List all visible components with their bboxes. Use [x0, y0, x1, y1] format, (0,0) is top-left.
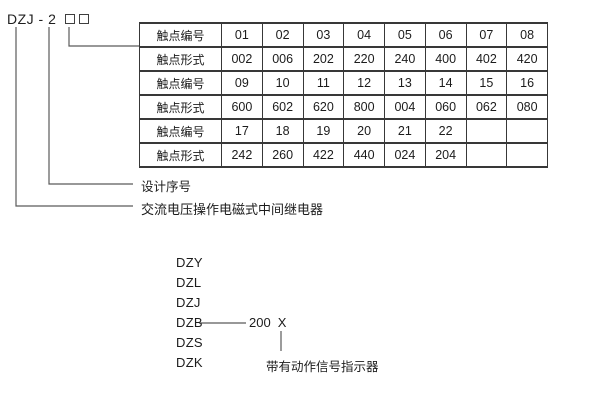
table-cell: 060 [424, 94, 467, 120]
table-cell: 202 [302, 46, 345, 72]
model-placeholder-box [65, 14, 76, 24]
table-cell: 05 [384, 22, 426, 48]
table-row: 触点形式 600 602 620 800 004 060 062 080 [139, 94, 548, 120]
table-row: 触点编号 09 10 11 12 13 14 15 16 [139, 70, 548, 96]
row-header-cell: 触点编号 [139, 70, 222, 96]
design-serial-label: 设计序号 [141, 180, 192, 194]
table-cell: 20 [343, 118, 385, 144]
model-placeholder-box [79, 14, 90, 24]
table-cell: 800 [343, 94, 385, 120]
series-legend-item: DZY [176, 255, 203, 270]
table-cell [465, 142, 508, 168]
row-header-cell: 触点编号 [139, 118, 222, 144]
table-cell: 004 [384, 94, 426, 120]
dzb-code: 200 [249, 315, 271, 330]
table-cell: 024 [384, 142, 426, 168]
table-cell: 15 [465, 70, 508, 96]
table-row: 触点形式 242 260 422 440 024 204 [139, 142, 548, 168]
table-cell [465, 118, 508, 144]
table-cell: 07 [465, 22, 508, 48]
table-cell: 602 [261, 94, 304, 120]
series-legend-item: DZB [176, 315, 203, 330]
table-cell: 260 [261, 142, 304, 168]
table-cell: 242 [221, 142, 263, 168]
table-cell: 19 [302, 118, 345, 144]
row-header-cell: 触点形式 [139, 46, 222, 72]
model-placeholder-boxes [61, 14, 90, 24]
dzb-suffix: X [277, 315, 287, 330]
contact-spec-table: 触点编号 01 02 03 04 05 06 07 08 触点形式 002 006 202 220 240 4… [139, 22, 548, 168]
series-legend-item: DZJ [176, 295, 201, 310]
relay-type-label: 交流电压操作电磁式中间继电器 [141, 202, 324, 217]
table-row: 触点形式 002 006 202 220 240 400 402 420 [139, 46, 548, 72]
table-cell: 440 [343, 142, 385, 168]
table-cell: 10 [261, 70, 304, 96]
table-cell: 400 [424, 46, 467, 72]
table-cell: 18 [261, 118, 304, 144]
table-cell: 11 [302, 70, 345, 96]
table-cell [506, 142, 548, 168]
series-legend-list: DZY DZL DZJ DZB DZS DZK [176, 253, 203, 373]
table-cell: 04 [343, 22, 385, 48]
table-cell: 402 [465, 46, 508, 72]
table-cell: 220 [343, 46, 385, 72]
table-cell: 080 [506, 94, 548, 120]
series-legend-item: DZK [176, 355, 203, 370]
contact-code-connector-line [68, 27, 139, 47]
table-cell: 17 [221, 118, 263, 144]
table-cell: 204 [424, 142, 467, 168]
table-cell: 240 [384, 46, 426, 72]
row-header-cell: 触点形式 [139, 94, 222, 120]
table-cell: 620 [302, 94, 345, 120]
table-cell: 420 [506, 46, 548, 72]
table-cell: 09 [221, 70, 263, 96]
table-cell: 13 [384, 70, 426, 96]
table-cell: 422 [302, 142, 345, 168]
table-cell: 14 [424, 70, 467, 96]
table-cell: 21 [384, 118, 426, 144]
series-legend-item: DZS [176, 335, 203, 350]
table-cell: 06 [424, 22, 467, 48]
row-header-cell: 触点编号 [139, 22, 222, 48]
table-cell: 006 [261, 46, 304, 72]
table-cell: 16 [506, 70, 548, 96]
table-cell: 22 [424, 118, 467, 144]
model-code-text: DZJ - 2 [7, 11, 57, 27]
contact-spec-table-body: 触点编号 01 02 03 04 05 06 07 08 触点形式 002 006 202 220 240 4… [139, 22, 548, 168]
indicator-note: 带有动作信号指示器 [266, 360, 379, 374]
row-header-cell: 触点形式 [139, 142, 222, 168]
table-cell [506, 118, 548, 144]
table-cell: 02 [261, 22, 304, 48]
table-cell: 01 [221, 22, 263, 48]
model-code: DZJ - 2 [7, 11, 90, 27]
table-cell: 062 [465, 94, 508, 120]
series-legend-item: DZL [176, 275, 202, 290]
table-cell: 600 [221, 94, 263, 120]
table-row: 触点编号 17 18 19 20 21 22 [139, 118, 548, 144]
dzb-code-value: 200 X [249, 316, 286, 330]
table-row: 触点编号 01 02 03 04 05 06 07 08 [139, 22, 548, 48]
table-cell: 03 [302, 22, 345, 48]
relay-type-connector-line [15, 27, 133, 207]
design-serial-connector-line [48, 27, 133, 185]
table-cell: 12 [343, 70, 385, 96]
table-cell: 08 [506, 22, 548, 48]
table-cell: 002 [221, 46, 263, 72]
